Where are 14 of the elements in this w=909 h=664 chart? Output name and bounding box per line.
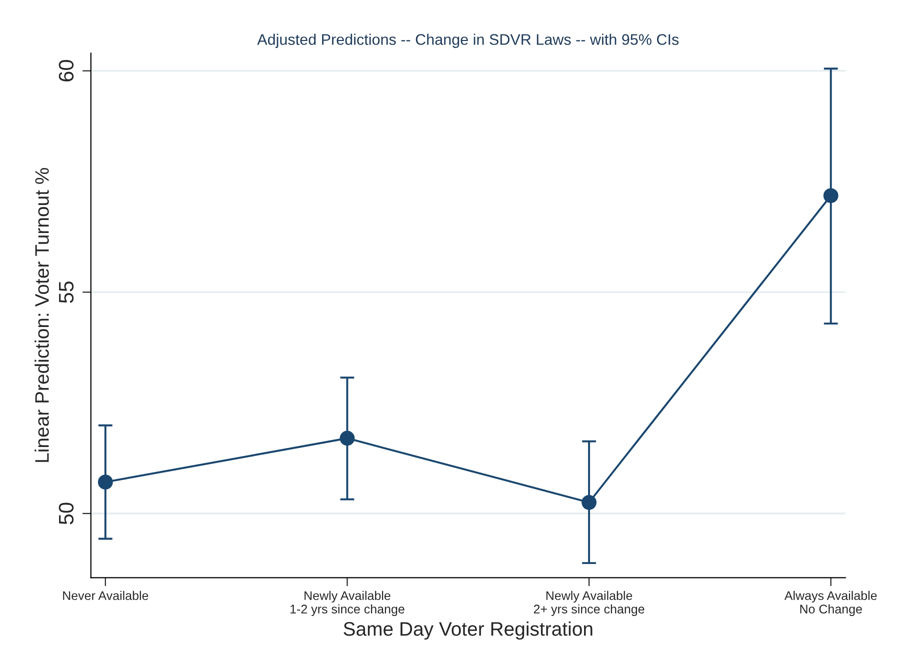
point — [823, 188, 838, 204]
x-axis-title: Same Day Voter Registration — [344, 622, 592, 640]
y-tick-label: 55 — [59, 281, 74, 303]
point — [98, 474, 113, 490]
y-tick-label: 60 — [58, 60, 74, 82]
x-tick-label: Never Available — [63, 590, 148, 600]
x-tick-label: Newly Available 2+ yrs since change — [534, 590, 644, 616]
y-axis-title: Linear Prediction: Voter Turnout % — [34, 168, 49, 462]
y-tick-label: 50 — [58, 502, 74, 524]
point — [582, 494, 597, 510]
x-tick-label: Newly Available 1-2 yrs since change — [290, 590, 404, 616]
point — [340, 430, 355, 446]
x-tick-label: Always Available No Change — [784, 590, 877, 616]
chart-title: Adjusted Predictions -- Change in SDVR Laws -- with 95% CIs — [257, 34, 679, 48]
